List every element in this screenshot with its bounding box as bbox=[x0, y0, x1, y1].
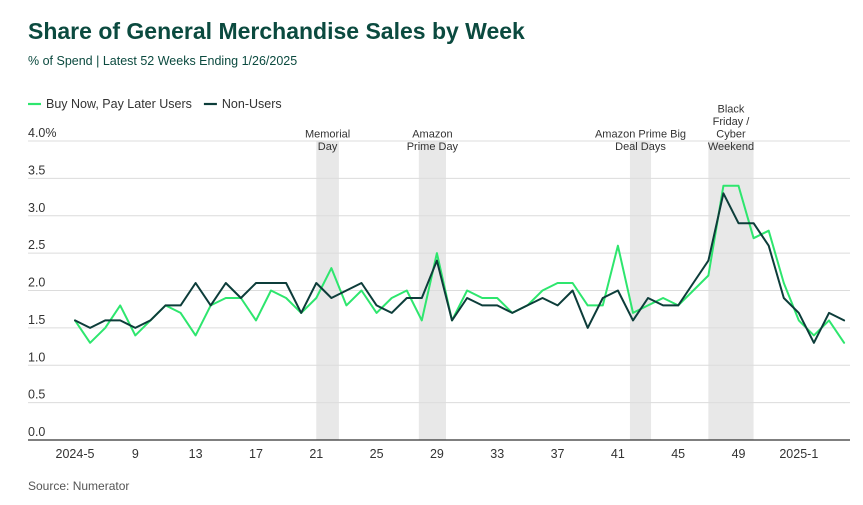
y-tick-label: 1.5 bbox=[28, 313, 45, 327]
x-axis-labels: 2024-5 9 13 17 21 25 29 33 37 41 45 49 2025-1 bbox=[56, 447, 819, 461]
y-axis-labels: 0.0 0.5 1.0 1.5 2.0 2.5 3.0 3.5 4.0% bbox=[28, 126, 57, 439]
annotation-label-line: Weekend bbox=[708, 141, 754, 153]
y-tick-label: 2.0 bbox=[28, 276, 45, 290]
y-tick-label: 3.0 bbox=[28, 201, 45, 215]
annotation-label-line: Friday / bbox=[713, 116, 751, 128]
legend: Buy Now, Pay Later Users Non-Users bbox=[28, 97, 282, 111]
x-tick-label: 33 bbox=[490, 447, 504, 461]
series-line-1 bbox=[74, 192, 846, 344]
annotation-label-line: Prime Day bbox=[407, 141, 459, 153]
legend-label-1: Non-Users bbox=[222, 97, 282, 111]
x-tick-label: 17 bbox=[249, 447, 263, 461]
y-tick-label: 4.0% bbox=[28, 126, 57, 140]
x-tick-label: 41 bbox=[611, 447, 625, 461]
x-tick-label: 21 bbox=[309, 447, 323, 461]
x-tick-label: 2024-5 bbox=[56, 447, 95, 461]
x-tick-label: 49 bbox=[732, 447, 746, 461]
series-lines bbox=[74, 184, 846, 344]
annotation-label-line: Black bbox=[718, 104, 745, 116]
annotation-label-line: Amazon bbox=[412, 129, 452, 141]
x-tick-label: 29 bbox=[430, 447, 444, 461]
x-tick-label: 25 bbox=[370, 447, 384, 461]
annotation-label-3: Black Friday / Cyber Weekend bbox=[708, 104, 754, 154]
y-tick-label: 2.5 bbox=[28, 238, 45, 252]
y-tick-label: 0.5 bbox=[28, 388, 45, 402]
x-tick-label: 45 bbox=[671, 447, 685, 461]
gridlines bbox=[28, 140, 850, 441]
x-tick-label: 13 bbox=[189, 447, 203, 461]
chart-title: Share of General Merchandise Sales by We… bbox=[28, 18, 525, 44]
source-note: Source: Numerator bbox=[28, 479, 130, 493]
annotation-label-line: Memorial bbox=[305, 129, 350, 141]
x-tick-label: 2025-1 bbox=[779, 447, 818, 461]
annotation-label-1: Amazon Prime Day bbox=[407, 129, 459, 154]
chart-subtitle: % of Spend | Latest 52 Weeks Ending 1/26… bbox=[28, 54, 298, 68]
legend-label-0: Buy Now, Pay Later Users bbox=[46, 97, 192, 111]
annotation-label-line: Amazon Prime Big bbox=[595, 129, 686, 141]
y-tick-label: 0.0 bbox=[28, 425, 45, 439]
annotation-label-2: Amazon Prime Big Deal Days bbox=[595, 129, 686, 154]
annotation-label-0: Memorial Day bbox=[305, 129, 350, 154]
annotation-label-line: Day bbox=[318, 141, 338, 153]
y-tick-label: 1.0 bbox=[28, 350, 45, 364]
x-tick-label: 9 bbox=[132, 447, 139, 461]
annotation-label-line: Cyber bbox=[716, 129, 746, 141]
annotation-label-line: Deal Days bbox=[615, 141, 666, 153]
annotation-labels: Memorial Day Amazon Prime Day Amazon Prime B… bbox=[305, 104, 754, 154]
x-tick-label: 37 bbox=[551, 447, 565, 461]
y-tick-label: 3.5 bbox=[28, 163, 45, 177]
